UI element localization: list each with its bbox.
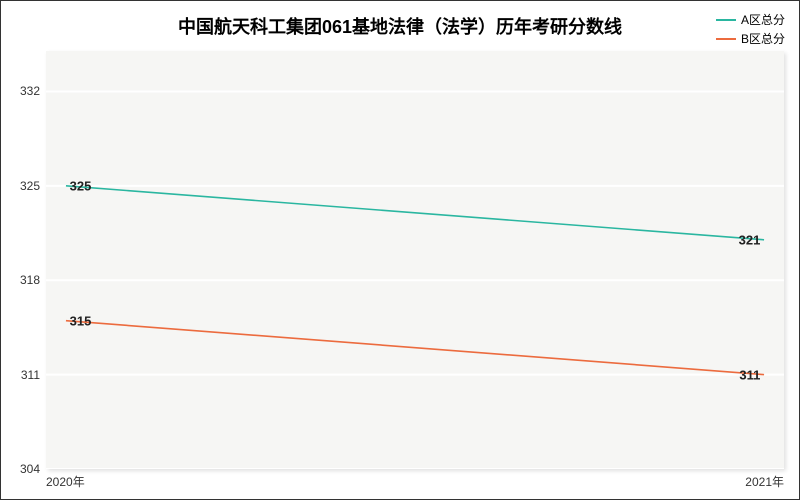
- x-tick-label: 2021年: [745, 469, 784, 490]
- data-point-label: 315: [70, 313, 92, 328]
- legend-item: B区总分: [716, 30, 785, 47]
- plot-area: 3043113183253322020年2021年325321315311: [46, 51, 784, 469]
- y-tick-label: 332: [20, 84, 46, 98]
- legend: A区总分 B区总分: [716, 11, 785, 49]
- data-point-label: 325: [70, 178, 92, 193]
- legend-item: A区总分: [716, 11, 785, 28]
- legend-swatch-b: [716, 38, 736, 40]
- y-tick-label: 304: [20, 462, 46, 476]
- legend-label: A区总分: [741, 11, 785, 28]
- plot-svg: [46, 51, 784, 469]
- legend-label: B区总分: [741, 30, 785, 47]
- y-tick-label: 311: [21, 368, 46, 382]
- data-point-label: 321: [739, 232, 761, 247]
- y-tick-label: 325: [20, 179, 46, 193]
- score-line-chart: 中国航天科工集团061基地法律（法学）历年考研分数线 A区总分 B区总分 304…: [1, 1, 799, 499]
- y-tick-label: 318: [20, 273, 46, 287]
- x-tick-label: 2020年: [46, 469, 85, 490]
- legend-swatch-a: [716, 19, 736, 21]
- chart-title: 中国航天科工集团061基地法律（法学）历年考研分数线: [1, 13, 799, 39]
- data-point-label: 311: [739, 367, 760, 382]
